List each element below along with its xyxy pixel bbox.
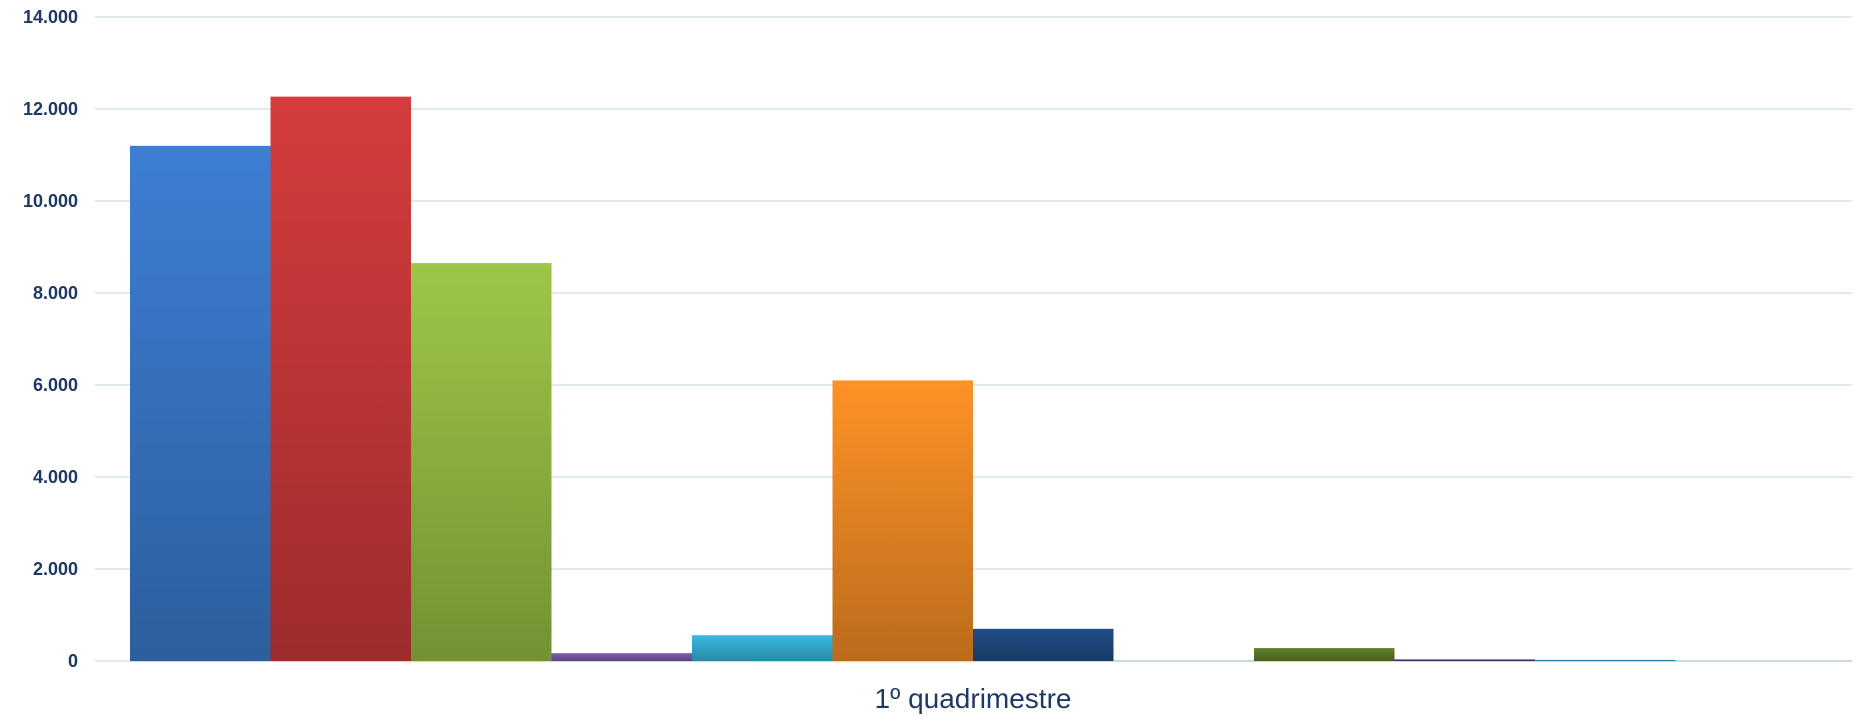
bar-series-5 (692, 635, 833, 661)
bar-series-7 (973, 628, 1114, 661)
y-tick-label: 0 (68, 651, 78, 671)
y-tick-label: 6.000 (33, 375, 78, 395)
bar-series-10 (1394, 659, 1535, 661)
y-tick-label: 12.000 (23, 99, 78, 119)
bar-series-11 (1535, 659, 1676, 661)
bar-series-1 (130, 145, 271, 662)
bar-series-4 (551, 653, 692, 661)
y-tick-label: 8.000 (33, 283, 78, 303)
bar-series-2 (270, 96, 411, 662)
y-tick-label: 10.000 (23, 191, 78, 211)
x-tick-label: 1º quadrimestre (875, 683, 1072, 714)
bar-series-6 (832, 380, 973, 661)
y-tick-label: 4.000 (33, 467, 78, 487)
y-tick-label: 2.000 (33, 559, 78, 579)
x-axis-ticks: 1º quadrimestre (875, 683, 1072, 714)
bar-series-9 (1254, 648, 1395, 661)
bar-series-3 (411, 263, 552, 661)
y-tick-label: 14.000 (23, 7, 78, 27)
y-axis-ticks: 0 2.000 4.000 6.000 8.000 10.000 12.000 14.000 (23, 7, 78, 671)
bars (130, 96, 1676, 662)
